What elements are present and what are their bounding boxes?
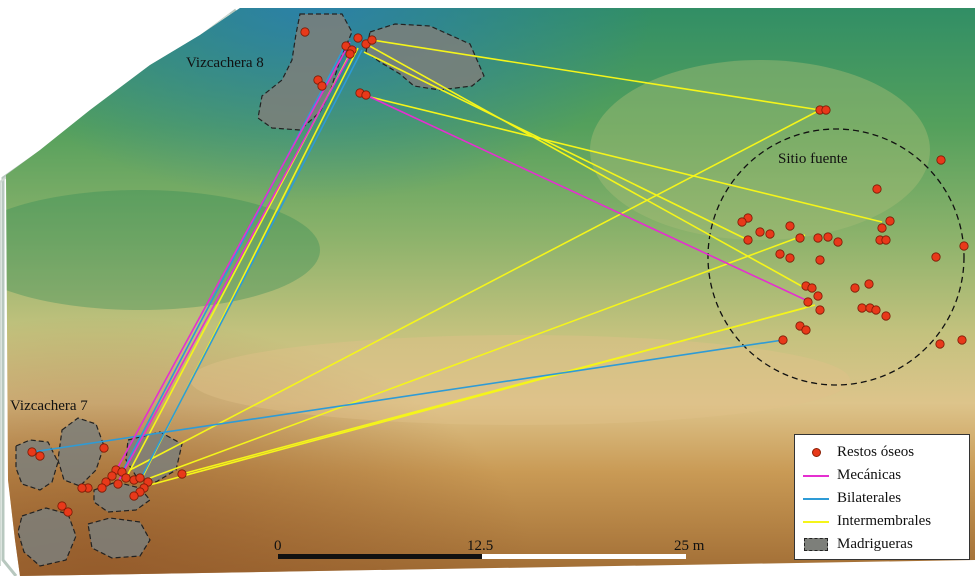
bone-point (959, 241, 969, 251)
bone-point (931, 252, 941, 262)
bone-point (801, 325, 811, 335)
bone-point (881, 311, 891, 321)
bone-point (778, 335, 788, 345)
bone-point (77, 483, 87, 493)
bone-point (877, 223, 887, 233)
bone-points (27, 27, 969, 517)
bone-point (935, 339, 945, 349)
label-vizcachera-8: Vizcachera 8 (186, 55, 264, 71)
bone-point (300, 27, 310, 37)
bone-point (129, 491, 139, 501)
scale-tick-mid: 12.5 (467, 538, 493, 554)
burrow-polygon-icon (803, 538, 829, 552)
bone-point (815, 255, 825, 265)
burrow-v7-b (57, 417, 105, 487)
bone-point (785, 253, 795, 263)
bone-point (27, 447, 37, 457)
legend-label-burrows: Madrigueras (837, 536, 913, 552)
scale-bar: 0 12.5 25 m (274, 538, 705, 559)
bone-point (850, 283, 860, 293)
scale-segment-black (278, 554, 482, 559)
bone-point (35, 451, 45, 461)
burrow-v8-east (365, 23, 485, 91)
scale-tick-end: 25 m (674, 538, 705, 554)
bone-point (881, 235, 891, 245)
bone-point (107, 471, 117, 481)
mechanical-lines (111, 41, 811, 483)
legend-label-bilateral: Bilaterales (837, 490, 902, 506)
bone-dot-icon (803, 446, 829, 460)
mechanical-line-icon (803, 469, 829, 483)
bone-point (936, 155, 946, 165)
bone-point (872, 184, 882, 194)
bone-point (813, 291, 823, 301)
intermembral-line-icon (803, 515, 829, 529)
bone-point (871, 305, 881, 315)
burrow-v7-a (15, 439, 59, 491)
bone-point (807, 283, 817, 293)
scale-segment-white (482, 554, 686, 559)
bone-point (755, 227, 765, 237)
bone-point (737, 217, 747, 227)
burrow-v8-west (257, 13, 353, 131)
bone-point (345, 49, 355, 59)
bone-point (135, 473, 145, 483)
bone-point (813, 233, 823, 243)
legend-label-bones: Restos óseos (837, 444, 915, 460)
bone-point (957, 335, 967, 345)
legend: Restos óseos Mecánicas Bilaterales Inter… (794, 434, 970, 560)
bone-point (795, 233, 805, 243)
legend-item-burrows: Madrigueras (803, 533, 961, 556)
bone-point (317, 81, 327, 91)
bilateral-line-icon (803, 492, 829, 506)
bone-point (113, 479, 123, 489)
source-site-circle (707, 128, 965, 386)
bone-point (121, 473, 131, 483)
bone-point (99, 443, 109, 453)
bone-point (765, 229, 775, 239)
bone-point (821, 105, 831, 115)
bone-point (803, 297, 813, 307)
scale-tick-0: 0 (274, 538, 282, 554)
legend-item-bones: Restos óseos (803, 441, 961, 464)
bone-point (815, 305, 825, 315)
bone-point (775, 249, 785, 259)
label-vizcachera-7: Vizcachera 7 (10, 398, 88, 414)
legend-item-intermembral: Intermembrales (803, 510, 961, 533)
bone-point (97, 483, 107, 493)
bone-point (353, 33, 363, 43)
burrow-v7-e (17, 507, 77, 567)
label-sitio-fuente: Sitio fuente (778, 151, 848, 167)
bone-point (63, 507, 73, 517)
burrows (15, 13, 485, 567)
bone-point (823, 232, 833, 242)
legend-label-mechanical: Mecánicas (837, 467, 902, 483)
bone-point (57, 501, 67, 511)
bone-point (885, 216, 895, 226)
bone-point (864, 279, 874, 289)
bone-point (367, 35, 377, 45)
legend-item-bilateral: Bilaterales (803, 487, 961, 510)
bone-point (743, 235, 753, 245)
bone-point (361, 90, 371, 100)
bone-point (177, 469, 187, 479)
bone-point (785, 221, 795, 231)
bilateral-lines (31, 43, 784, 481)
legend-label-intermembral: Intermembrales (837, 513, 932, 529)
legend-item-mechanical: Mecánicas (803, 464, 961, 487)
burrow-v7-f (87, 517, 151, 559)
bone-point (857, 303, 867, 313)
bone-point (833, 237, 843, 247)
